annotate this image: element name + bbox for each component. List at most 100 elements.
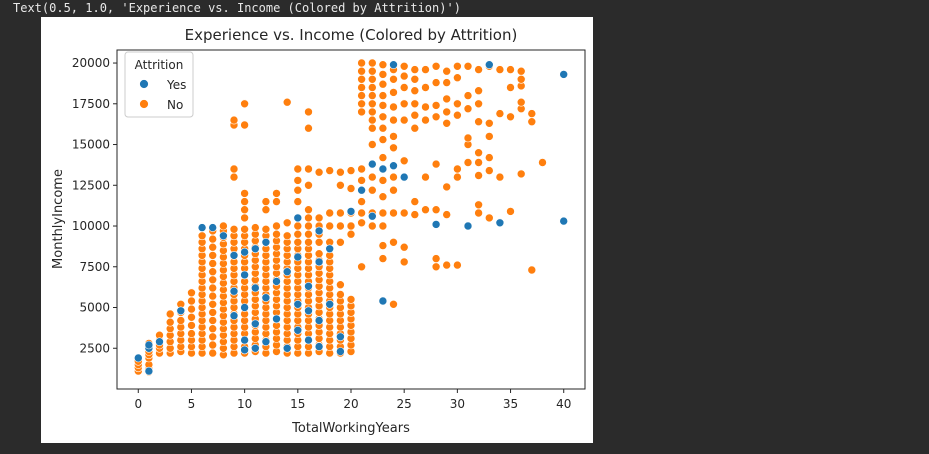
point-no [421, 83, 430, 92]
y-tick-label: 20000 [72, 56, 110, 70]
point-no [304, 123, 313, 133]
point-no [229, 172, 239, 182]
point-no [187, 321, 196, 330]
point-no [261, 197, 271, 206]
point-yes [293, 213, 303, 223]
x-axis-label: TotalWorkingYears [291, 421, 410, 436]
legend-marker-no [139, 99, 149, 109]
point-no [208, 267, 217, 276]
point-no [208, 332, 217, 342]
point-no [378, 135, 388, 144]
point-no [410, 99, 420, 109]
point-no [357, 176, 366, 185]
point-no [357, 91, 366, 100]
point-yes [346, 207, 356, 216]
point-yes [282, 267, 292, 276]
point-no [410, 86, 420, 95]
point-no [431, 159, 441, 169]
point-no [367, 115, 377, 125]
point-no [378, 79, 388, 89]
point-no [208, 283, 217, 293]
point-no [442, 119, 452, 128]
point-no [399, 115, 409, 125]
y-tick-label: 17500 [72, 97, 110, 111]
x-tick-label: 40 [556, 397, 571, 411]
point-no [208, 308, 217, 317]
point-no [293, 229, 303, 239]
point-no [367, 107, 377, 117]
point-no [367, 172, 377, 182]
cell-output-text: Text(0.5, 1.0, 'Experience vs. Income (C… [13, 1, 461, 15]
point-no [378, 60, 388, 70]
point-no [304, 107, 313, 117]
point-no [367, 58, 377, 68]
point-no [187, 312, 196, 322]
legend-title: Attrition [135, 58, 184, 72]
point-no [293, 238, 303, 247]
point-no [442, 107, 452, 117]
point-no [389, 115, 398, 125]
point-no [410, 123, 420, 133]
point-no [208, 234, 217, 244]
data-points [134, 58, 569, 377]
point-no [165, 317, 175, 327]
point-yes [144, 366, 154, 376]
point-yes [261, 293, 271, 303]
point-no [208, 251, 217, 260]
point-no [421, 115, 430, 125]
point-no [187, 296, 196, 306]
point-yes [144, 340, 154, 350]
point-no [336, 221, 345, 231]
point-no [474, 171, 483, 180]
point-no [506, 83, 515, 92]
point-no [453, 172, 462, 182]
point-no [336, 280, 345, 290]
point-yes [378, 164, 388, 174]
point-no [208, 316, 217, 325]
point-no [314, 167, 324, 177]
point-yes [463, 221, 473, 231]
point-no [176, 316, 186, 325]
x-axis-ticks: 0 5 10 15 20 25 30 35 40 [134, 389, 571, 411]
point-no [378, 221, 388, 231]
point-yes [367, 159, 377, 169]
point-yes [229, 311, 239, 321]
point-no [197, 231, 207, 241]
point-no [399, 61, 409, 71]
point-yes [282, 343, 292, 353]
point-yes [304, 281, 313, 291]
point-no [208, 275, 217, 285]
point-yes [559, 216, 569, 226]
point-yes [314, 342, 324, 351]
point-no [431, 61, 441, 71]
point-yes [399, 172, 409, 182]
point-no [378, 91, 388, 100]
point-no [516, 66, 526, 76]
point-no [442, 210, 452, 219]
point-no [293, 176, 303, 185]
point-no [314, 238, 324, 247]
point-no [357, 262, 366, 272]
point-yes [325, 244, 335, 254]
point-yes [240, 345, 249, 355]
point-no [272, 229, 281, 239]
point-yes [293, 252, 303, 262]
point-no [442, 66, 452, 76]
point-no [229, 225, 239, 234]
point-yes [240, 247, 249, 257]
point-no [240, 189, 249, 198]
point-no [506, 112, 515, 122]
point-no [463, 158, 473, 167]
point-no [421, 102, 430, 112]
point-no [240, 213, 249, 223]
point-no [367, 123, 377, 133]
point-yes [219, 231, 228, 241]
x-tick-label: 30 [450, 397, 465, 411]
point-no [389, 172, 398, 182]
point-no [272, 197, 281, 206]
point-no [495, 109, 505, 118]
point-no [453, 99, 462, 109]
point-no [240, 197, 249, 206]
point-no [378, 254, 388, 263]
y-tick-label: 10000 [72, 219, 110, 233]
